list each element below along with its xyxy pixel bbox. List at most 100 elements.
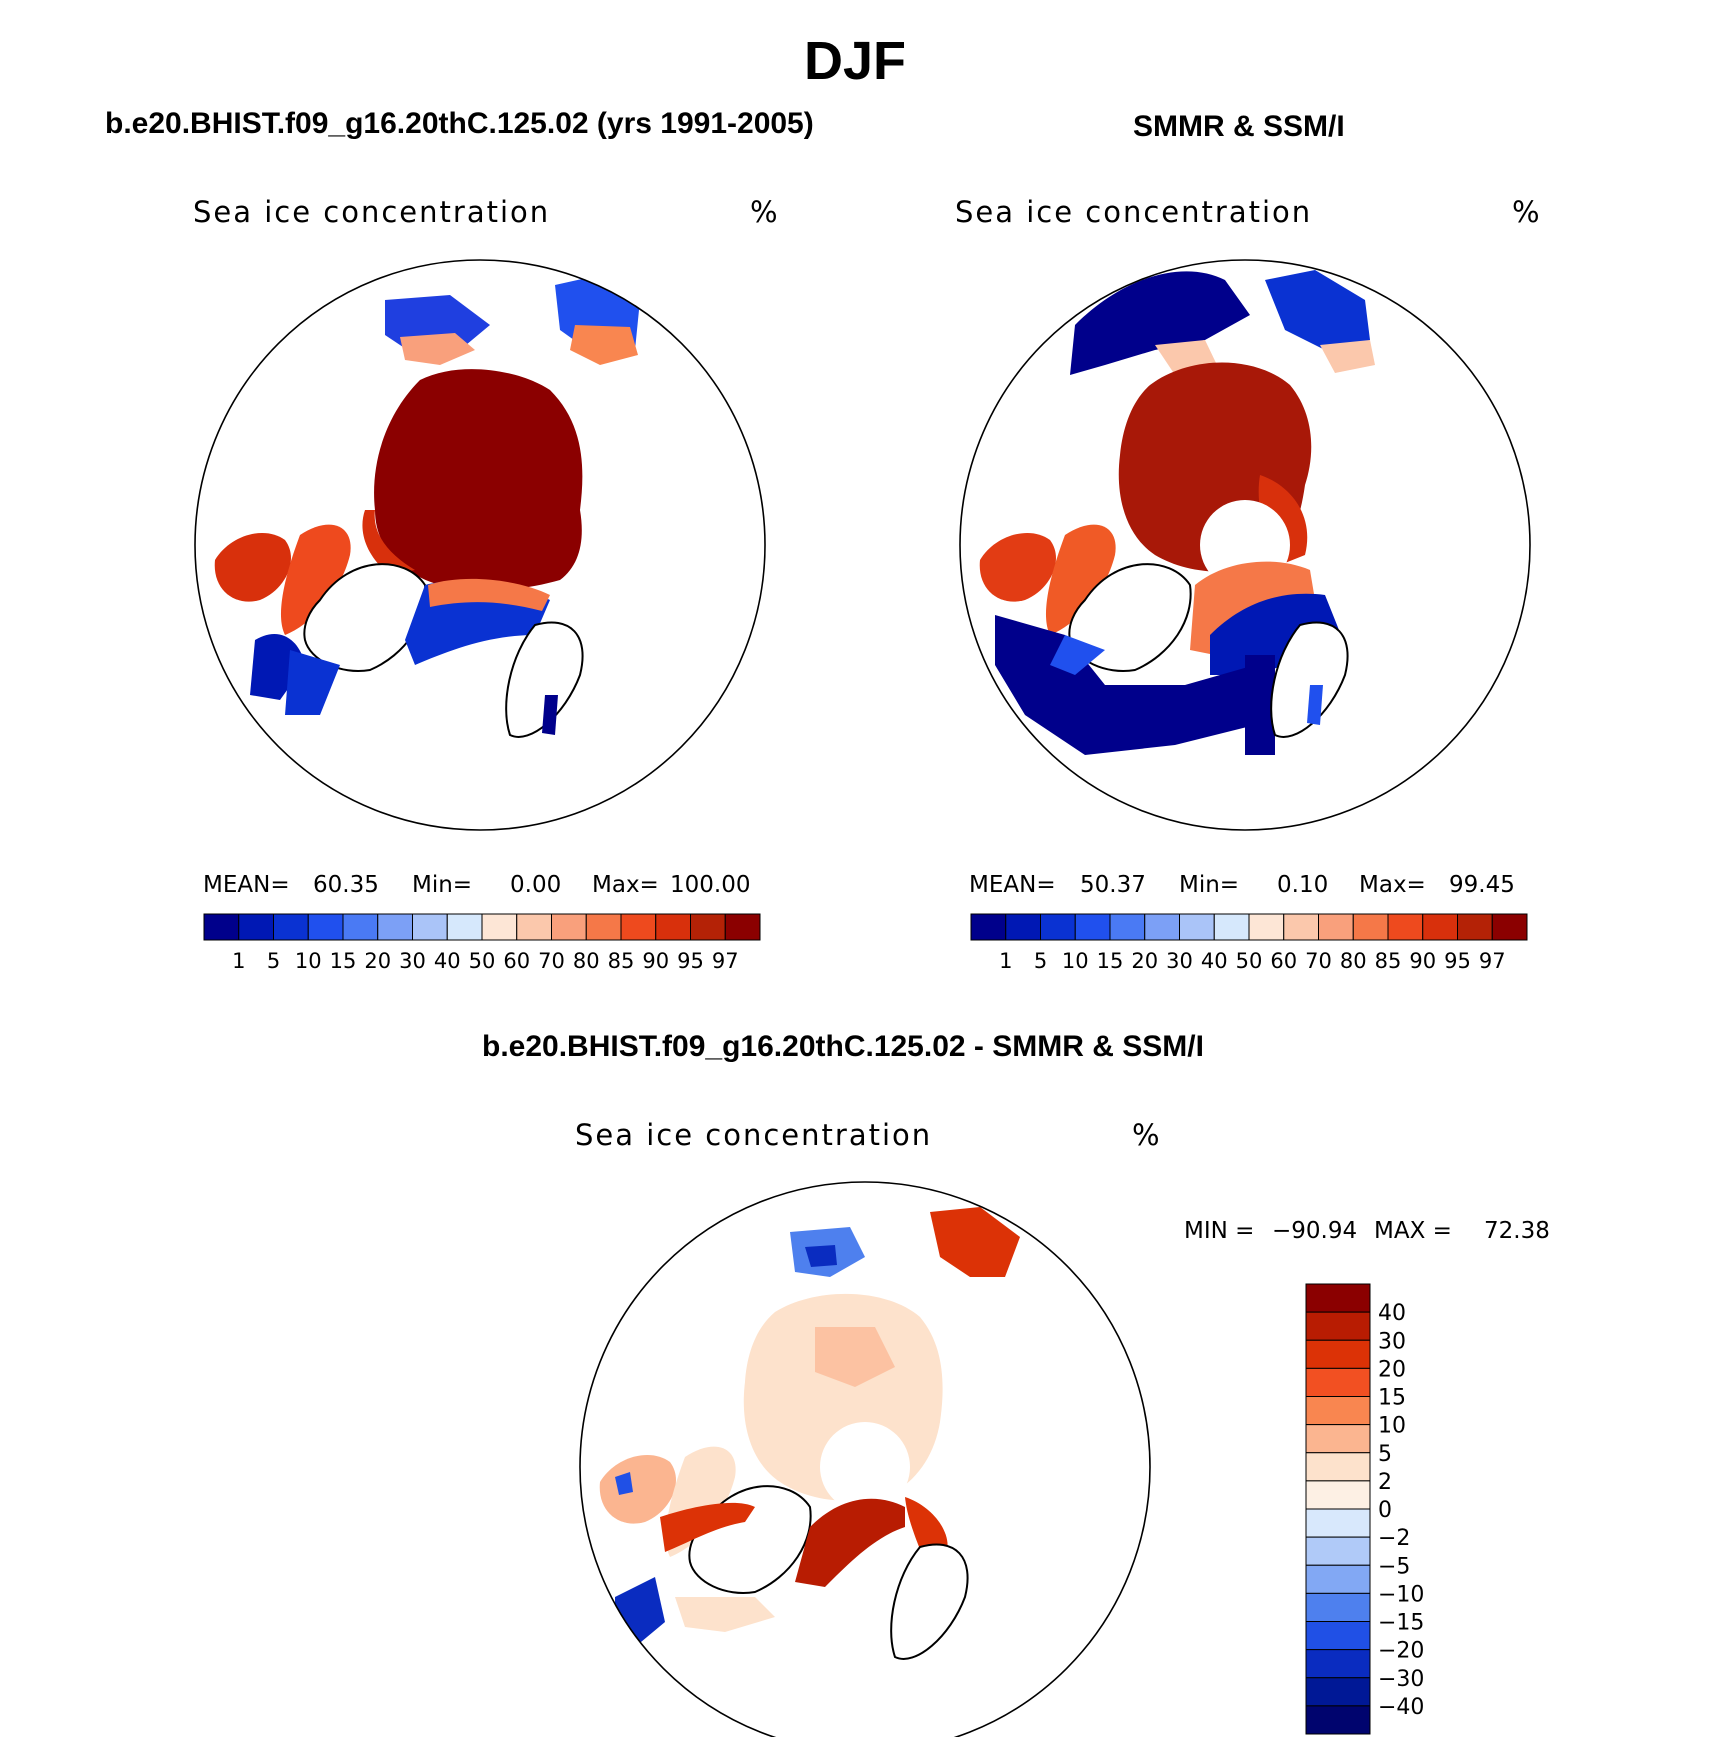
panel-2-mean-label: MEAN=: [969, 872, 1056, 898]
panel-1-hudson-bay-ice: [214, 532, 291, 602]
panel-2-variable-label: Sea ice concentration: [955, 195, 1313, 229]
panel-1-colorbar-tick-label: 10: [295, 949, 322, 973]
panel-2-max-label: Max=: [1359, 872, 1426, 898]
panel-2-colorbar-swatch: [1457, 913, 1493, 941]
panel-1-min: 0.00: [510, 872, 562, 898]
panel-3-max-label: MAX =: [1374, 1218, 1452, 1244]
panel-1-colorbar-tick-label: 85: [608, 949, 635, 973]
panel-1-colorbar-swatch: [516, 913, 552, 941]
panel-3-colorbar-swatch: [1305, 1339, 1371, 1369]
panel-2-bering-ice: [1070, 271, 1250, 375]
panel-1-colorbar-swatch: [446, 913, 483, 941]
panel-3-colorbar-tick-label: 2: [1378, 1470, 1392, 1495]
panel-1-colorbar-swatch: [481, 913, 518, 941]
panel-2-min-label: Min=: [1179, 872, 1240, 898]
panel-1-colorbar-tick-label: 40: [434, 949, 461, 973]
panel-1-colorbar: 1 5 10 15 20 30 40 50 60 70 80 85 90 95 97: [203, 913, 761, 973]
panel-2-units: %: [1512, 195, 1540, 229]
panel-3-colorbar-tick-label: −40: [1378, 1695, 1424, 1720]
panel-3-colorbar-swatch: [1305, 1396, 1371, 1426]
panel-2-colorbar-swatch: [1005, 913, 1041, 941]
panel-1-max: 100.00: [670, 872, 751, 898]
panel-1-title: b.e20.BHIST.f09_g16.20thC.125.02 (yrs 19…: [105, 107, 814, 140]
panel-2-colorbar-swatch: [1422, 913, 1458, 941]
panel-2-title: SMMR & SSM/I: [1133, 110, 1345, 143]
panel-2-colorbar-tick-label: 30: [1166, 949, 1193, 973]
panel-3-min: −90.94: [1272, 1218, 1358, 1244]
panel-1-colorbar-tick-label: 60: [503, 949, 530, 973]
panel-3-colorbar-tick-label: 0: [1378, 1498, 1392, 1523]
panel-3-colorbar-tick-label: −20: [1378, 1639, 1424, 1664]
panel-3-hudson-bay-diff: [599, 1454, 676, 1524]
panel-2-colorbar-tick-label: 70: [1305, 949, 1332, 973]
panel-1-colorbar-swatch: [724, 913, 761, 941]
panel-3-colorbar-tick-label: −5: [1378, 1554, 1410, 1579]
panel-1-colorbar-tick-label: 95: [677, 949, 704, 973]
panel-1-colorbar-swatch: [238, 913, 274, 941]
figure-title: DJF: [803, 31, 906, 91]
panel-3-colorbar-swatch: [1305, 1508, 1371, 1538]
panel-3-colorbar-tick-label: −2: [1378, 1526, 1410, 1551]
panel-1-colorbar-swatch: [203, 913, 240, 941]
panel-1-colorbar-swatch: [585, 913, 622, 941]
panel-1-colorbar-tick-label: 15: [330, 949, 357, 973]
panel-2-hudson-bay-ice: [979, 532, 1056, 602]
panel-2-colorbar-swatch: [1352, 913, 1389, 941]
panel-2-min: 0.10: [1277, 872, 1329, 898]
panel-3-min-label: MIN =: [1184, 1218, 1255, 1244]
panel-3-colorbar-swatch: [1305, 1677, 1371, 1707]
panel-1-central-arctic-ice: [374, 369, 583, 591]
panel-1-colorbar-tick-label: 97: [712, 949, 739, 973]
panel-1-colorbar-tick-label: 20: [364, 949, 391, 973]
panel-1-max-label: Max=: [592, 872, 659, 898]
panel-2-colorbar: 1 5 10 15 20 30 40 50 60 70 80 85 90 95 97: [970, 913, 1528, 973]
panel-2-mean: 50.37: [1080, 872, 1146, 898]
panel-2-colorbar-swatch: [1074, 913, 1111, 941]
panel-2-colorbar-tick-label: 40: [1201, 949, 1228, 973]
panel-2-colorbar-tick-label: 95: [1444, 949, 1471, 973]
panel-1-colorbar-tick-label: 50: [469, 949, 496, 973]
panel-3-colorbar-swatch: [1305, 1592, 1371, 1622]
panel-1-units: %: [750, 195, 778, 229]
panel-2-colorbar-swatch: [1109, 913, 1146, 941]
panel-3-east-greenland-diff: [795, 1498, 905, 1587]
panel-2-colorbar-tick-label: 15: [1097, 949, 1124, 973]
panel-3-colorbar-tick-label: 5: [1378, 1442, 1392, 1467]
panel-1-colorbar-swatch: [690, 913, 726, 941]
panel-3-colorbar-swatch: [1305, 1480, 1371, 1510]
panel-1-colorbar-tick-label: 90: [642, 949, 669, 973]
panel-2-colorbar-swatch: [1040, 913, 1076, 941]
panel-2-colorbar-tick-label: 10: [1062, 949, 1089, 973]
panel-3-colorbar-tick-label: −30: [1378, 1667, 1424, 1692]
panel-3-colorbar-swatch: [1305, 1283, 1371, 1313]
panel-3-colorbar-swatch: [1305, 1452, 1371, 1482]
panel-3-colorbar-tick-label: 30: [1378, 1329, 1406, 1354]
panel-3-colorbar-tick-label: 10: [1378, 1414, 1406, 1439]
panel-2-colorbar-swatch: [970, 913, 1007, 941]
panel-3-colorbar-swatch: [1305, 1311, 1371, 1341]
panel-3-max: 72.38: [1484, 1218, 1550, 1244]
panel-1-colorbar-tick-label: 30: [399, 949, 426, 973]
panel-1-colorbar-swatch: [342, 913, 379, 941]
panel-3-colorbar-tick-label: 15: [1378, 1386, 1406, 1411]
panel-2-colorbar-swatch: [1179, 913, 1215, 941]
panel-1-colorbar-swatch: [412, 913, 448, 941]
panel-2-colorbar-tick-label: 20: [1131, 949, 1158, 973]
panel-2-colorbar-tick-label: 85: [1375, 949, 1402, 973]
panel-1-map: [194, 259, 766, 831]
panel-2-map: [959, 259, 1531, 831]
panel-3-colorbar-swatch: [1305, 1367, 1371, 1397]
panel-3-colorbar-tick-label: −10: [1378, 1582, 1424, 1607]
panel-2-colorbar-tick-label: 1: [999, 949, 1012, 973]
panel-1-colorbar-swatch: [377, 913, 413, 941]
panel-2-colorbar-tick-label: 60: [1270, 949, 1297, 973]
panel-2-colorbar-tick-label: 97: [1479, 949, 1506, 973]
panel-2-colorbar-swatch: [1491, 913, 1528, 941]
panel-3-colorbar-swatch: [1305, 1649, 1371, 1679]
panel-3-colorbar-tick-label: 20: [1378, 1357, 1406, 1382]
panel-3-colorbar-tick-label: −15: [1378, 1611, 1424, 1636]
panel-2-colorbar-swatch: [1144, 913, 1180, 941]
panel-3-colorbar-swatch: [1305, 1424, 1371, 1454]
panel-2-colorbar-swatch: [1213, 913, 1250, 941]
